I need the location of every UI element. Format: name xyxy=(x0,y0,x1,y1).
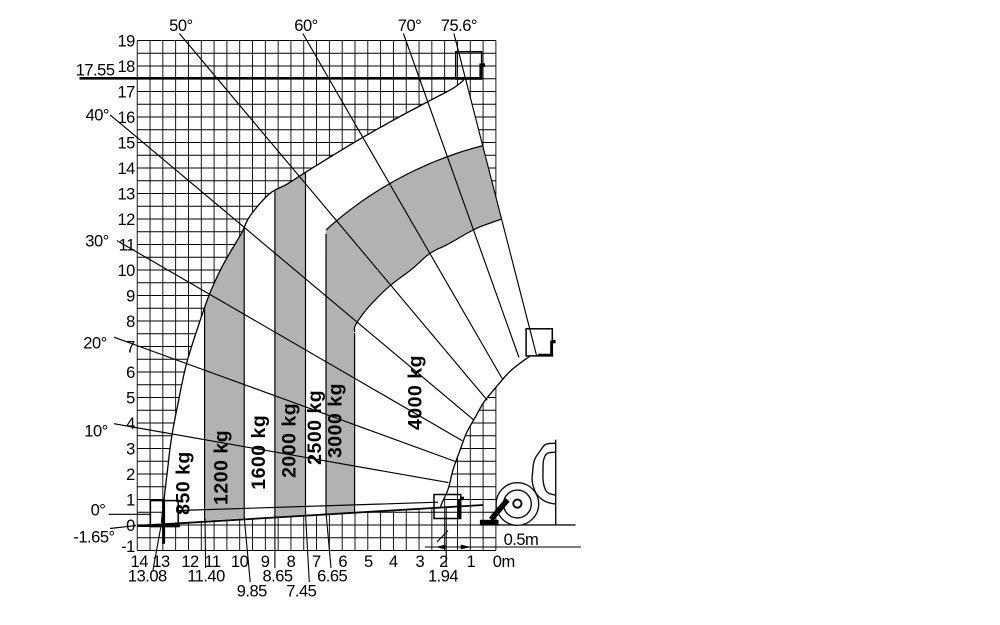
svg-text:7: 7 xyxy=(126,338,135,356)
svg-text:2: 2 xyxy=(126,466,135,484)
svg-text:9.85: 9.85 xyxy=(237,583,267,601)
svg-text:7: 7 xyxy=(312,553,321,571)
svg-text:17.55: 17.55 xyxy=(76,62,115,80)
svg-text:9: 9 xyxy=(126,287,135,305)
svg-text:12: 12 xyxy=(181,553,199,571)
svg-text:4000 kg: 4000 kg xyxy=(405,355,427,430)
svg-text:0m: 0m xyxy=(493,553,515,571)
svg-text:6: 6 xyxy=(126,364,135,382)
svg-text:10: 10 xyxy=(117,262,135,280)
svg-text:30°: 30° xyxy=(85,233,108,251)
svg-text:16: 16 xyxy=(117,109,135,127)
svg-text:9: 9 xyxy=(261,553,270,571)
svg-text:3000 kg: 3000 kg xyxy=(325,383,347,458)
svg-text:-1: -1 xyxy=(121,538,135,556)
svg-text:4: 4 xyxy=(389,553,398,571)
svg-text:75.6°: 75.6° xyxy=(441,17,477,35)
svg-text:18: 18 xyxy=(117,58,135,76)
svg-text:2500 kg: 2500 kg xyxy=(304,390,326,465)
svg-text:1: 1 xyxy=(126,491,135,509)
svg-text:14: 14 xyxy=(131,553,149,571)
svg-text:5: 5 xyxy=(126,389,135,407)
svg-text:1600 kg: 1600 kg xyxy=(248,415,270,490)
svg-text:0.5m: 0.5m xyxy=(504,531,539,549)
svg-text:8: 8 xyxy=(126,313,135,331)
svg-text:0: 0 xyxy=(126,517,135,535)
svg-text:850 kg: 850 kg xyxy=(173,451,195,515)
svg-text:11: 11 xyxy=(119,236,135,254)
svg-text:13: 13 xyxy=(152,553,170,571)
svg-text:3: 3 xyxy=(415,553,424,571)
svg-text:0°: 0° xyxy=(91,501,106,519)
svg-text:1.94: 1.94 xyxy=(428,568,458,586)
svg-text:40°: 40° xyxy=(86,107,109,125)
svg-text:19: 19 xyxy=(117,32,135,50)
svg-text:70°: 70° xyxy=(398,17,421,35)
svg-text:8: 8 xyxy=(287,553,296,571)
svg-text:17: 17 xyxy=(117,83,135,101)
svg-text:10°: 10° xyxy=(84,423,107,441)
svg-text:11.40: 11.40 xyxy=(187,568,225,586)
svg-text:13: 13 xyxy=(117,185,135,203)
svg-text:6: 6 xyxy=(338,553,347,571)
svg-text:2000 kg: 2000 kg xyxy=(279,403,301,478)
svg-text:20°: 20° xyxy=(83,335,106,353)
svg-text:3: 3 xyxy=(126,440,135,458)
svg-text:7.45: 7.45 xyxy=(286,583,316,601)
svg-text:1200 kg: 1200 kg xyxy=(210,430,232,505)
svg-text:1: 1 xyxy=(466,553,475,571)
svg-text:15: 15 xyxy=(117,134,135,152)
svg-text:10: 10 xyxy=(231,553,249,571)
svg-text:6.65: 6.65 xyxy=(317,568,347,586)
svg-text:13.08: 13.08 xyxy=(128,568,167,586)
svg-text:12: 12 xyxy=(117,211,135,229)
svg-text:11: 11 xyxy=(204,553,220,571)
svg-text:8.65: 8.65 xyxy=(262,568,292,586)
svg-text:50°: 50° xyxy=(169,17,192,35)
svg-text:4: 4 xyxy=(126,415,135,433)
svg-text:60°: 60° xyxy=(294,17,317,35)
svg-text:-1.65°: -1.65° xyxy=(73,529,114,547)
svg-text:2: 2 xyxy=(439,553,448,571)
svg-text:14: 14 xyxy=(117,160,135,178)
svg-text:5: 5 xyxy=(364,553,373,571)
